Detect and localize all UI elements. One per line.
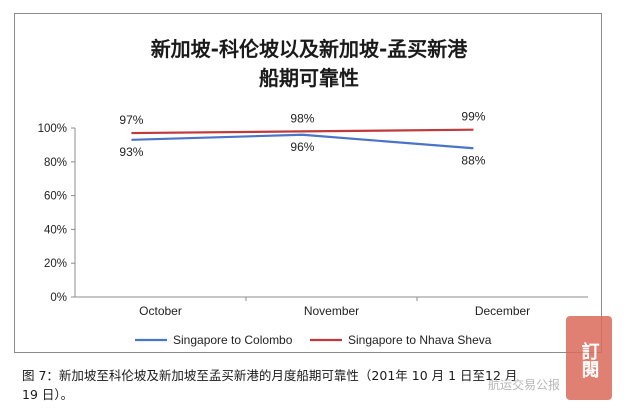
legend-label-1: Singapore to Nhava Sheva bbox=[348, 333, 492, 347]
data-label-1-2: 99% bbox=[461, 110, 485, 124]
caption-line-2: 19 日）。 bbox=[22, 387, 74, 402]
y-tick-label: 60% bbox=[44, 191, 67, 203]
data-label-1-0: 97% bbox=[119, 113, 143, 127]
chart-frame: 新加坡-科伦坡以及新加坡-孟买新港 船期可靠性 0% 20% 40% 60% 80% 10… bbox=[14, 13, 602, 353]
chart-svg: 新加坡-科伦坡以及新加坡-孟买新港 船期可靠性 0% 20% 40% 60% 80% 10… bbox=[38, 37, 588, 347]
data-label-0-1: 96% bbox=[290, 140, 314, 154]
legend: Singapore to Colombo Singapore to Nhava S… bbox=[135, 333, 492, 347]
data-labels: 93% 96% 88% 97% 98% 99% bbox=[119, 110, 485, 168]
x-category-label: October bbox=[139, 304, 182, 318]
y-tick-label: 0% bbox=[50, 292, 67, 304]
y-tick-label: 20% bbox=[44, 258, 67, 270]
y-tick-label: 40% bbox=[44, 224, 67, 236]
chart-title-line-2: 船期可靠性 bbox=[259, 66, 359, 90]
y-tick-label: 80% bbox=[44, 157, 67, 169]
watermark-seal-text: 訂閱 bbox=[579, 341, 600, 379]
x-category-label: November bbox=[304, 304, 359, 318]
series-line-1 bbox=[131, 128, 474, 135]
series-line-0 bbox=[131, 133, 474, 150]
x-category-label: December bbox=[475, 304, 530, 318]
caption-line-1: 图 7：新加坡至科伦坡及新加坡至孟买新港的月度船期可靠性（201 bbox=[22, 368, 396, 383]
series-lines bbox=[131, 128, 474, 150]
y-axis-ticks: 0% 20% 40% 60% 80% 100% bbox=[38, 123, 75, 304]
watermark-text: 航运交易公报 bbox=[488, 378, 561, 392]
legend-label-0: Singapore to Colombo bbox=[173, 333, 293, 347]
chart-axes bbox=[74, 128, 588, 298]
data-label-0-0: 93% bbox=[119, 145, 143, 159]
figure-caption: 图 7：新加坡至科伦坡及新加坡至孟买新港的月度船期可靠性（201年 10 月 1… bbox=[22, 366, 582, 404]
caption-line-1b: 年 10 月 1 日至12 月 bbox=[395, 368, 518, 383]
chart-title-line-1: 新加坡-科伦坡以及新加坡-孟买新港 bbox=[151, 37, 469, 61]
watermark-seal-icon: 訂閱 bbox=[566, 316, 612, 400]
data-label-1-1: 98% bbox=[290, 111, 314, 125]
y-tick-label: 100% bbox=[38, 123, 67, 135]
data-label-0-2: 88% bbox=[461, 153, 485, 167]
x-axis-ticks: October November December bbox=[139, 297, 530, 318]
